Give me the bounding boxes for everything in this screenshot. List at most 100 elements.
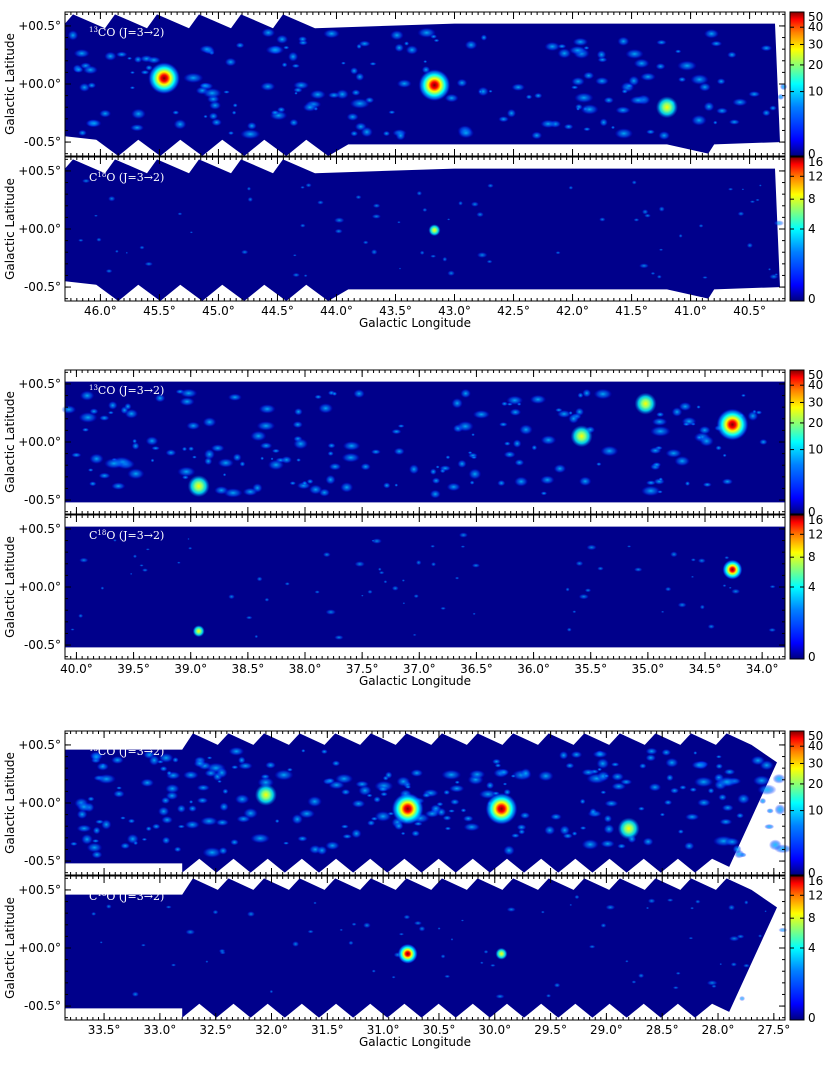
y-tick-label: -00.5° xyxy=(24,999,61,1013)
diffuse-emission xyxy=(70,746,792,859)
x-tick-label: 37.5° xyxy=(346,662,379,676)
diffuse-emission xyxy=(67,27,788,141)
colorbar-tick-label: 40 xyxy=(808,739,823,753)
panel-3-c18o: +00.5° +00.0° -00.5° 33.5° 33.0° 32.5° 32.0° 31… xyxy=(3,874,823,1049)
panel-1-co13: +00.5° +00.0° -00.5° Galactic Latitude 13CO … xyxy=(3,10,823,161)
x-tick-label: 45.5° xyxy=(143,304,176,318)
colorbar-tick-label: 10 xyxy=(808,804,823,818)
x-tick-label: 46.0° xyxy=(84,304,117,318)
x-tick-label: 34.5° xyxy=(689,662,722,676)
colorbar-tick-label: 30 xyxy=(808,395,823,409)
bright-source-1 xyxy=(495,947,508,960)
bright-source-1 xyxy=(418,69,451,102)
colorbar-tick-label: 0 xyxy=(808,1011,816,1025)
colorbar-tick-label: 40 xyxy=(808,20,823,34)
y-axis-label: Galactic Latitude xyxy=(3,752,17,854)
x-tick-label: 36.5° xyxy=(460,662,493,676)
x-tick-label: 37.0° xyxy=(403,662,436,676)
x-tick-label: 29.0° xyxy=(590,1023,623,1037)
y-tick-label: +00.5° xyxy=(18,738,61,752)
x-tick-label: 45.0° xyxy=(202,304,235,318)
x-tick-label: 39.0° xyxy=(174,662,207,676)
panel-1-c18o: +00.5°+00.0°-00.5°46.0° 45.5° 45.0° 44.5° 44… xyxy=(3,155,823,330)
y-tick-label: +00.0° xyxy=(18,435,61,449)
y-tick-label: +00.0° xyxy=(18,222,61,236)
x-tick-label: 30.0° xyxy=(478,1023,511,1037)
x-tick-label: 35.0° xyxy=(631,662,664,676)
bright-source-0 xyxy=(722,559,743,580)
x-axis-label: Galactic Longitude xyxy=(359,316,471,330)
x-axis-label: Galactic Longitude xyxy=(359,1035,471,1049)
colorbar-tick-label: 30 xyxy=(808,37,823,51)
y-tick-label: +00.5° xyxy=(18,522,61,536)
x-tick-label: 28.5° xyxy=(646,1023,679,1037)
diffuse-emission xyxy=(91,894,788,1002)
colorbar-tick-label: 4 xyxy=(808,941,816,955)
colorbar-tick-label: 8 xyxy=(808,911,816,925)
x-tick-label: 33.5° xyxy=(88,1023,121,1037)
colorbar-tick-label: 12 xyxy=(808,888,823,902)
y-tick-label: +00.0° xyxy=(18,796,61,810)
x-tick-label: 34.0° xyxy=(746,662,779,676)
colorbar-tick-label: 16 xyxy=(808,874,823,888)
colorbar-tick-label: 50 xyxy=(808,368,823,382)
coverage-map xyxy=(65,159,780,301)
colorbar-tick-label: 20 xyxy=(808,58,823,72)
bright-source-0 xyxy=(148,62,181,95)
diffuse-emission xyxy=(61,388,768,499)
x-tick-label: 44.0° xyxy=(320,304,353,318)
x-tick-label: 44.5° xyxy=(261,304,294,318)
colorbar-tick-label: 10 xyxy=(808,443,823,457)
x-tick-label: 38.0° xyxy=(289,662,322,676)
colorbar-tick-label: 4 xyxy=(808,580,816,594)
panel-title: 13CO (J=3→2) xyxy=(89,384,164,397)
x-tick-label: 42.0° xyxy=(556,304,589,318)
bright-source-2 xyxy=(254,783,277,806)
y-tick-label: +00.0° xyxy=(18,941,61,955)
colorbar-tick-label: 4 xyxy=(808,222,816,236)
x-tick-label: 27.5° xyxy=(757,1023,790,1037)
y-tick-label: +00.0° xyxy=(18,77,61,91)
panel-3-co13: +00.5° +00.0° -00.5° Galactic Latitude 13CO … xyxy=(3,729,823,880)
coverage-map xyxy=(65,526,785,648)
colorbar-tick-label: 0 xyxy=(808,147,816,161)
colorbar-tick-label: 0 xyxy=(808,866,816,880)
colorbar-tick-label: 40 xyxy=(808,378,823,392)
x-tick-label: 31.5° xyxy=(311,1023,344,1037)
x-tick-label: 40.0° xyxy=(60,662,93,676)
y-tick-label: +00.5° xyxy=(18,164,61,178)
coverage-map xyxy=(65,878,777,1018)
colorbar-tick-label: 10 xyxy=(808,85,823,99)
panels-layer: +00.5° +00.0° -00.5° Galactic Latitude 13CO … xyxy=(3,10,823,1049)
x-tick-label: 43.5° xyxy=(379,304,412,318)
bright-source-3 xyxy=(634,392,657,415)
x-tick-label: 42.5° xyxy=(497,304,530,318)
x-tick-label: 31.0° xyxy=(367,1023,400,1037)
x-tick-label: 32.5° xyxy=(199,1023,232,1037)
diffuse-emission xyxy=(70,532,777,640)
bright-source-1 xyxy=(485,792,518,825)
bright-source-0 xyxy=(397,943,418,964)
colorbar-tick-label: 12 xyxy=(808,527,823,541)
y-tick-label: +00.5° xyxy=(18,377,61,391)
x-tick-label: 33.0° xyxy=(144,1023,177,1037)
y-tick-label: +00.5° xyxy=(18,883,61,897)
panel-title: C18O (J=3→2) xyxy=(89,529,164,542)
y-tick-label: -00.5° xyxy=(24,638,61,652)
bright-source-1 xyxy=(570,425,593,448)
y-axis-label: Galactic Latitude xyxy=(3,536,17,638)
colorbar-tick-label: 12 xyxy=(808,169,823,183)
colorbar-tick-label: 0 xyxy=(808,650,816,664)
x-tick-label: 36.0° xyxy=(517,662,550,676)
bright-source-3 xyxy=(617,817,640,840)
y-axis-label: Galactic Latitude xyxy=(3,33,17,135)
x-tick-label: 28.0° xyxy=(702,1023,735,1037)
y-tick-label: -00.5° xyxy=(24,280,61,294)
y-axis-label: Galactic Latitude xyxy=(3,178,17,280)
